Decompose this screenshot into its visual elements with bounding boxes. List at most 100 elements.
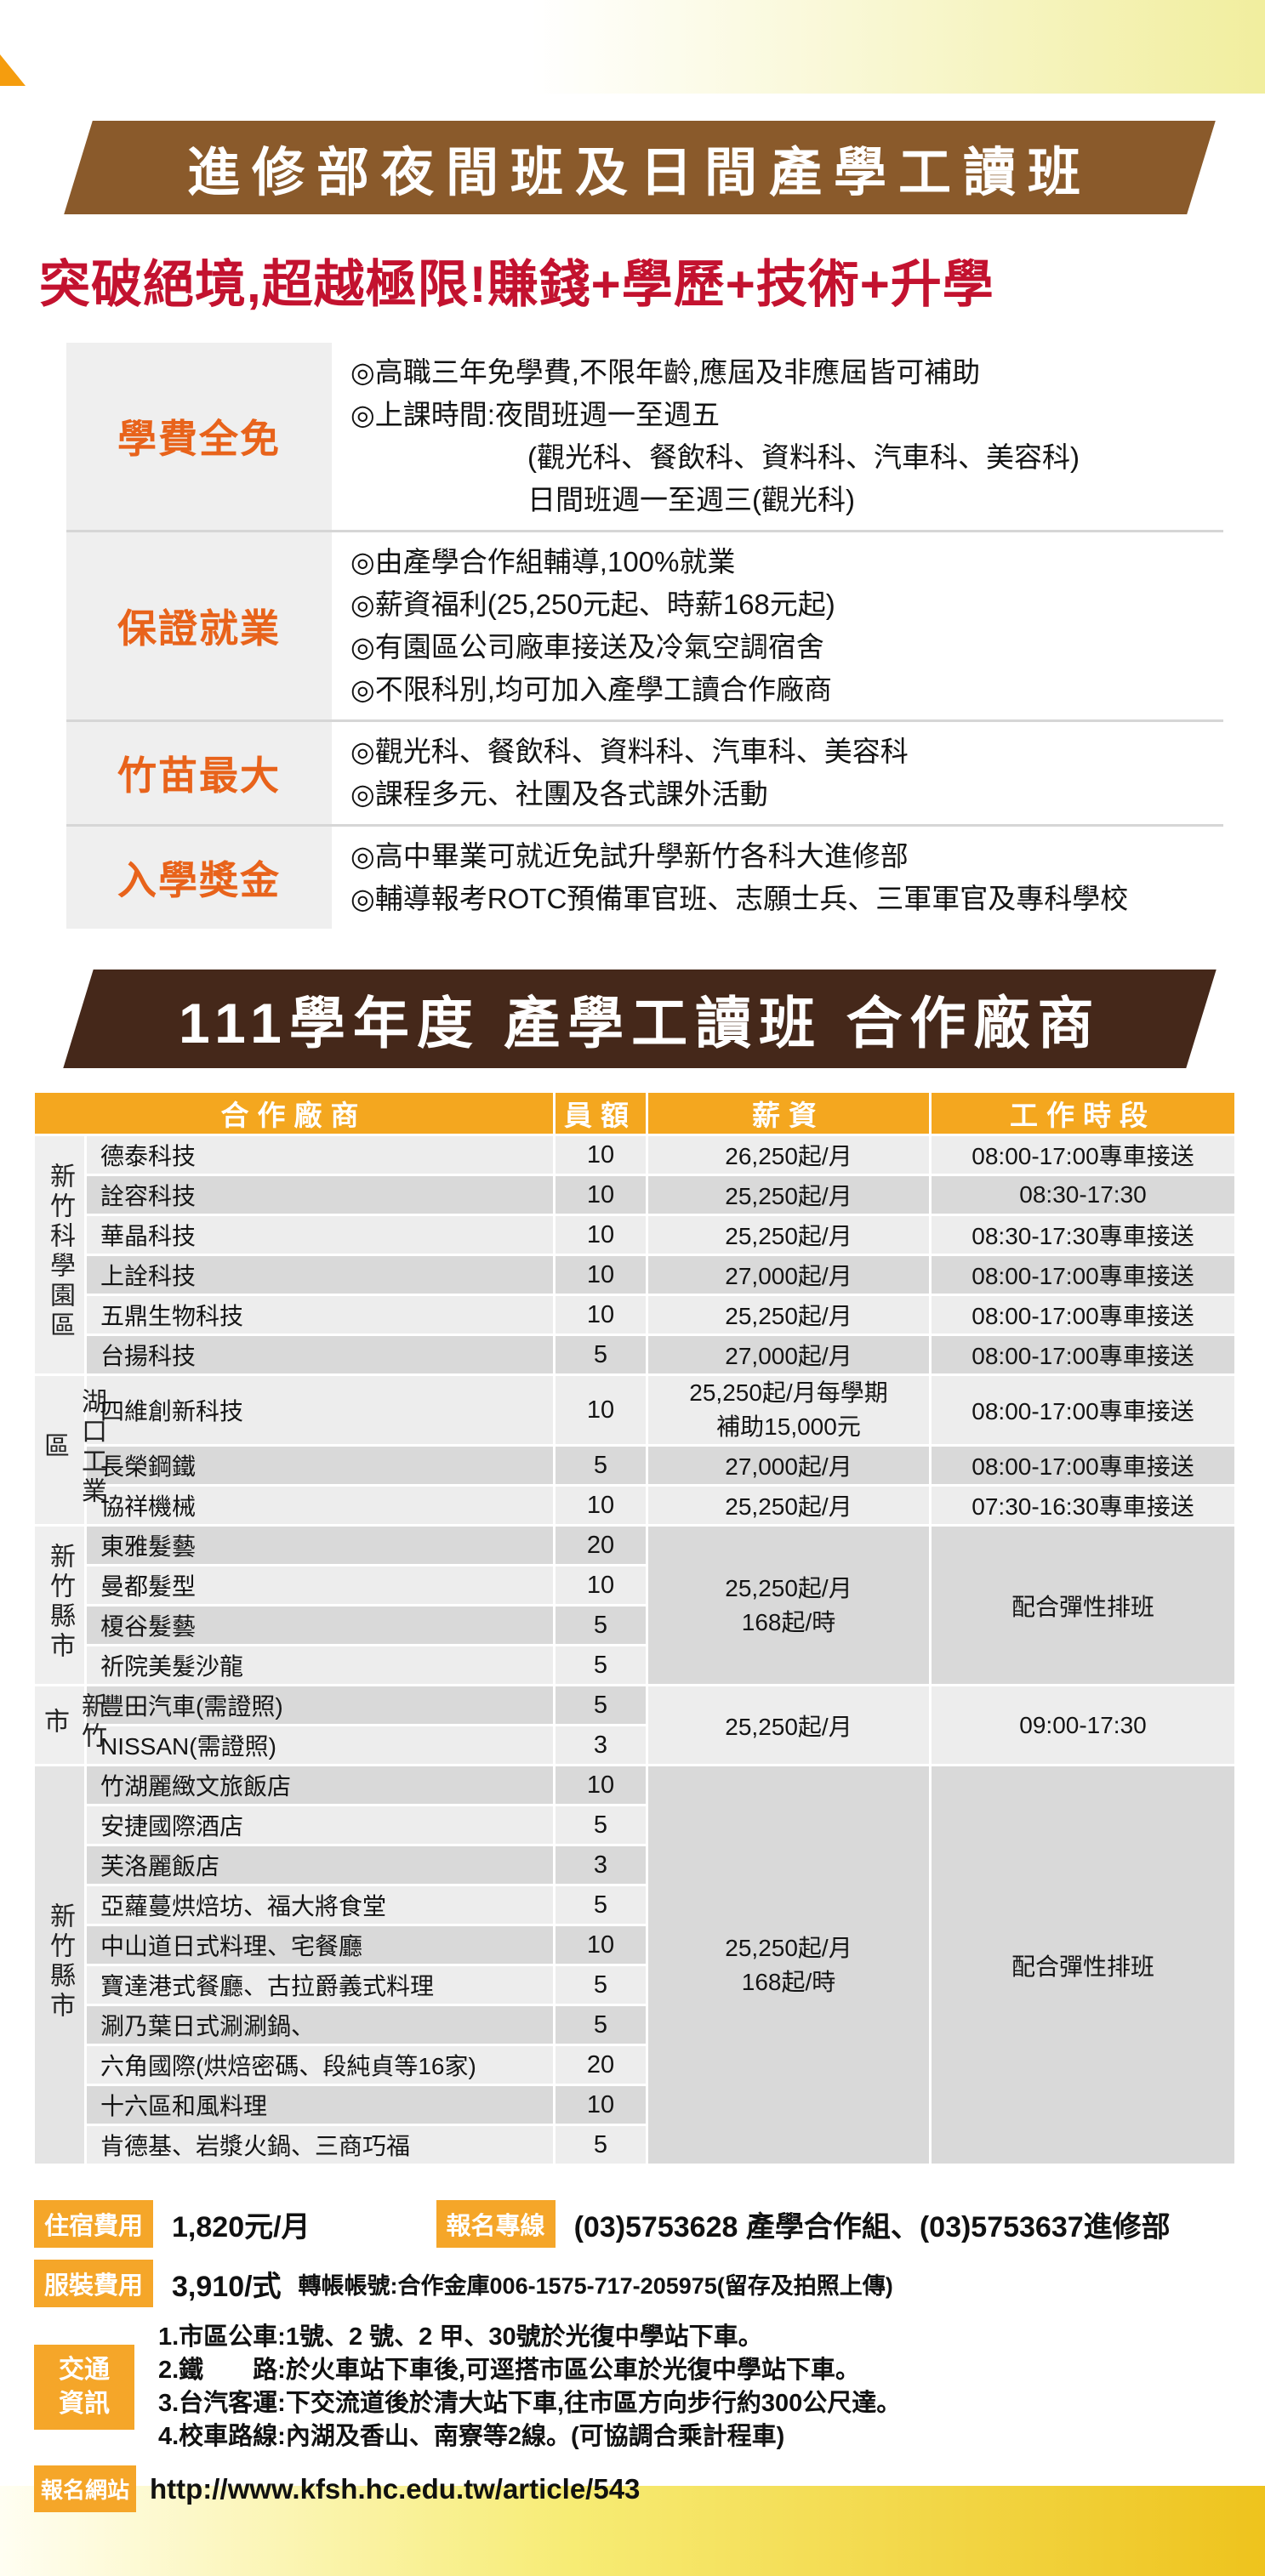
company-name: 東雅髮藝 bbox=[87, 1527, 553, 1564]
header-hours: 工作時段 bbox=[932, 1093, 1234, 1134]
company-name: 德泰科技 bbox=[87, 1136, 553, 1174]
table-row: 芙洛麗飯店 3 bbox=[35, 1846, 1234, 1884]
traffic-line: 2.鐵 路:於火車站下車後,可逕搭市區公車於光復中學站下車。 bbox=[158, 2357, 860, 2384]
uniform-badge: 服裝費用 bbox=[34, 2260, 154, 2307]
company-name: 涮乃葉日式涮涮鍋、 bbox=[87, 2006, 553, 2044]
company-name: 中山道日式料理、宅餐廳 bbox=[87, 1926, 553, 1964]
hours-merged: 配合彈性排班 bbox=[932, 1766, 1234, 2164]
quota: 10 bbox=[556, 1216, 646, 1254]
salary: 27,000起/月 bbox=[648, 1256, 929, 1294]
table-row: 肯德基、岩漿火鍋、三商巧福 5 bbox=[35, 2126, 1234, 2164]
table-row: 長榮鋼鐵 5 27,000起/月 08:00-17:00專車接送 bbox=[35, 1447, 1234, 1484]
table-row: 榎谷髮藝 5 bbox=[35, 1606, 1234, 1644]
hours: 08:00-17:00專車接送 bbox=[932, 1447, 1234, 1484]
benefit-line: ◎高中畢業可就近免試升學新竹各科大進修部 bbox=[350, 840, 909, 872]
main-title: 進修部夜間班及日間產學工讀班 bbox=[186, 144, 1092, 202]
content: 進修部夜間班及日間產學工讀班 突破絕境,超越極限!賺錢+學歷+技術+升學 學費全… bbox=[32, 121, 1265, 2512]
table-row: 安捷國際酒店 5 bbox=[35, 1806, 1234, 1844]
quota: 5 bbox=[556, 1606, 646, 1644]
partners-title-banner: 111學年度 產學工讀班 合作廠商 bbox=[63, 970, 1217, 1068]
table-row: 新竹市 豐田汽車(需證照) 5 25,250起/月 09:00-17:30 bbox=[35, 1686, 1234, 1764]
quota: 10 bbox=[556, 1766, 646, 1804]
group-label: 新竹縣市 bbox=[35, 1527, 84, 1684]
company-name: 竹湖麗緻文旅飯店 bbox=[87, 1766, 553, 1804]
website-badge: 報名網站 bbox=[34, 2465, 137, 2512]
quota: 10 bbox=[556, 1926, 646, 1964]
quota: 10 bbox=[556, 1487, 646, 1524]
group-label: 湖口工業區 bbox=[35, 1376, 105, 1524]
benefit-line: ◎不限科別,均可加入產學工讀合作廠商 bbox=[350, 674, 832, 705]
benefit-row-employment: 保證就業 ◎由產學合作組輔導,100%就業 ◎薪資福利(25,250元起、時薪1… bbox=[66, 530, 1223, 719]
salary: 25,250起/月 bbox=[648, 1487, 929, 1524]
quota: 5 bbox=[556, 1806, 646, 1844]
table-row: 五鼎生物科技 10 25,250起/月 08:00-17:00專車接送 bbox=[35, 1296, 1234, 1333]
quota: 5 bbox=[556, 2006, 646, 2044]
lodging-hotline-row: 住宿費用 1,820元/月 報名專線 (03)5753628 產學合作組、(03… bbox=[34, 2200, 1265, 2248]
benefit-line: ◎由產學合作組輔導,100%就業 bbox=[350, 546, 736, 577]
table-row: 詮容科技 10 25,250起/月 08:30-17:30 bbox=[35, 1176, 1234, 1214]
company-name: 台揚科技 bbox=[87, 1336, 553, 1373]
benefit-row-tuition: 學費全免 ◎高職三年免學費,不限年齡,應屆及非應屆皆可補助 ◎上課時間:夜間班週… bbox=[66, 343, 1223, 530]
table-row: 中山道日式料理、宅餐廳 10 bbox=[35, 1926, 1234, 1964]
hours: 08:30-17:30 bbox=[932, 1176, 1234, 1214]
quota: 5 bbox=[556, 1336, 646, 1373]
quota: 5 bbox=[556, 1646, 646, 1684]
traffic-line: 4.校車路線:內湖及香山、南寮等2線。(可協調合乘計程車) bbox=[158, 2423, 785, 2450]
company-name: 十六區和風料理 bbox=[87, 2086, 553, 2124]
traffic-line: 3.台汽客運:下交流道後於清大站下車,往市區方向步行約300公尺達。 bbox=[158, 2390, 902, 2417]
quota: 5 bbox=[556, 1886, 646, 1924]
table-row: 湖口工業區 四維創新科技 10 25,250起/月每學期 補助15,000元 0… bbox=[35, 1376, 1234, 1524]
quota: 5 bbox=[556, 1447, 646, 1484]
quota: 10 bbox=[556, 1256, 646, 1294]
header-partner: 合作廠商 bbox=[35, 1093, 553, 1134]
hotline-badge: 報名專線 bbox=[436, 2200, 556, 2248]
partners-table: 合作廠商 員額 薪資 工作時段 新竹科學園區 德泰科技 10 26,250起/月… bbox=[32, 1090, 1237, 2166]
quota: 10 bbox=[556, 1376, 646, 1444]
benefit-line: ◎輔導報考ROTC預備軍官班、志願士兵、三軍軍官及專科學校 bbox=[350, 883, 1129, 914]
benefit-row-largest: 竹苗最大 ◎觀光科、餐飲科、資料科、汽車科、美容科 ◎課程多元、社團及各式課外活… bbox=[66, 719, 1223, 824]
uniform-note: 轉帳帳號:合作金庫006-1575-717-205975(留存及拍照上傳) bbox=[298, 2272, 893, 2299]
company-name: 詮容科技 bbox=[87, 1176, 553, 1214]
footer: 住宿費用 1,820元/月 報名專線 (03)5753628 產學合作組、(03… bbox=[34, 2200, 1265, 2512]
table-row: 台揚科技 5 27,000起/月 08:00-17:00專車接送 bbox=[35, 1336, 1234, 1373]
header-quota: 員額 bbox=[556, 1093, 646, 1134]
table-row: 上詮科技 10 27,000起/月 08:00-17:00專車接送 bbox=[35, 1256, 1234, 1294]
lodging-value: 1,820元/月 bbox=[172, 2210, 311, 2243]
benefit-line: ◎薪資福利(25,250元起、時薪168元起) bbox=[350, 589, 835, 620]
quota: 10 bbox=[556, 1296, 646, 1333]
table-row: 新竹科學園區 德泰科技 10 26,250起/月 08:00-17:00專車接送 bbox=[35, 1136, 1234, 1373]
hours-merged: 配合彈性排班 bbox=[932, 1527, 1234, 1684]
traffic-row: 交通 資訊 1.市區公車:1號、2 號、2 甲、30號於光復中學站下車。 2.鐵… bbox=[34, 2321, 1265, 2454]
quota: 5 bbox=[556, 2126, 646, 2164]
header-salary: 薪資 bbox=[648, 1093, 929, 1134]
salary-merged: 25,250起/月 168起/時 bbox=[648, 1527, 929, 1684]
table-row: 華晶科技 10 25,250起/月 08:30-17:30專車接送 bbox=[35, 1216, 1234, 1254]
company-name: 四維創新科技 bbox=[87, 1376, 553, 1444]
hours: 08:00-17:00專車接送 bbox=[932, 1136, 1234, 1174]
company-name: 六角國際(烘焙密碼、段純貞等16家) bbox=[87, 2046, 553, 2084]
benefit-line: ◎課程多元、社團及各式課外活動 bbox=[350, 778, 768, 810]
company-name: 寶達港式餐廳、古拉爵義式料理 bbox=[87, 1966, 553, 2004]
quota: 10 bbox=[556, 2086, 646, 2124]
benefit-label: 學費全免 bbox=[66, 343, 332, 530]
traffic-line: 1.市區公車:1號、2 號、2 甲、30號於光復中學站下車。 bbox=[158, 2323, 763, 2351]
salary: 25,250起/月每學期 補助15,000元 bbox=[648, 1376, 929, 1444]
company-name: 華晶科技 bbox=[87, 1216, 553, 1254]
benefit-line: ◎觀光科、餐飲科、資料科、汽車科、美容科 bbox=[350, 736, 909, 767]
uniform-row: 服裝費用 3,910/式 轉帳帳號:合作金庫006-1575-717-20597… bbox=[34, 2260, 1265, 2307]
company-name: 協祥機械 bbox=[87, 1487, 553, 1524]
benefit-line: 日間班週一至週三(觀光科) bbox=[527, 484, 855, 515]
hours: 08:00-17:00專車接送 bbox=[932, 1296, 1234, 1333]
benefit-label: 保證就業 bbox=[66, 532, 332, 719]
company-name: 豐田汽車(需證照) bbox=[87, 1686, 553, 1724]
uniform-value: 3,910/式 bbox=[172, 2270, 282, 2303]
salary: 25,250起/月 bbox=[648, 1296, 929, 1333]
company-name: 五鼎生物科技 bbox=[87, 1296, 553, 1333]
table-row: 亞蘿蔓烘焙坊、福大將食堂 5 bbox=[35, 1886, 1234, 1924]
company-name: 榎谷髮藝 bbox=[87, 1606, 553, 1644]
quota: 5 bbox=[556, 1966, 646, 2004]
hours-merged: 09:00-17:30 bbox=[932, 1686, 1234, 1764]
table-row: 寶達港式餐廳、古拉爵義式料理 5 bbox=[35, 1966, 1234, 2004]
table-row: 協祥機械 10 25,250起/月 07:30-16:30專車接送 bbox=[35, 1487, 1234, 1524]
hours: 08:00-17:00專車接送 bbox=[932, 1376, 1234, 1444]
